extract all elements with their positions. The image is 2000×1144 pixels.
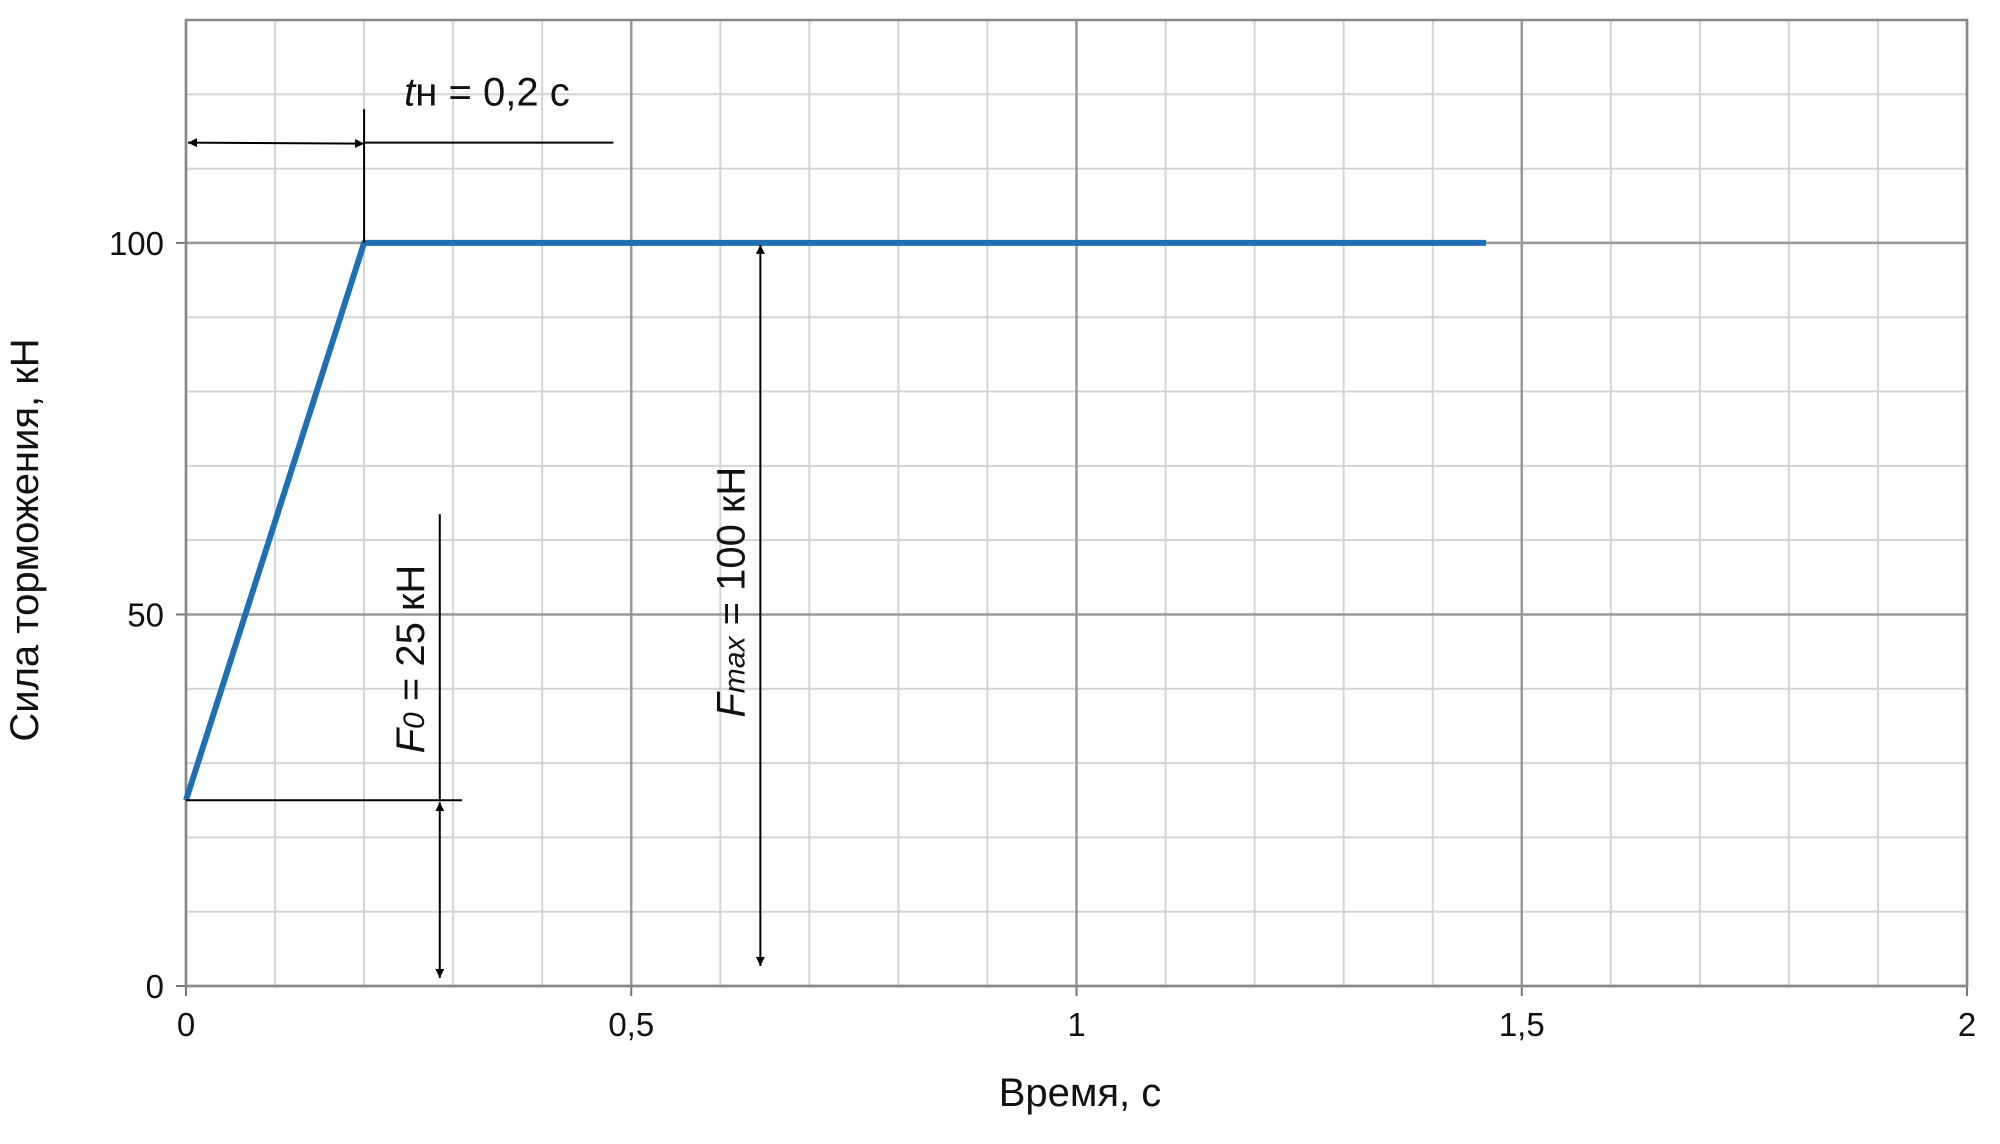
x-tick-label: 1,5 (1499, 1006, 1545, 1043)
annotation-part: F (709, 691, 753, 718)
x-axis-title: Время, с (999, 1071, 1162, 1115)
y-tick-label: 0 (146, 968, 164, 1005)
y-axis-title: Сила торможения, кН (3, 338, 47, 741)
annotation-part: = 100 кН (709, 467, 753, 637)
annotation-part: F (389, 726, 433, 753)
data-line (183, 239, 1487, 802)
y-tick-label: 100 (109, 225, 164, 262)
annotation: F0 = 25 кН (389, 565, 433, 754)
annotation-part: t (404, 70, 417, 114)
y-tick-label: 50 (127, 596, 164, 633)
annotation: Fmax = 100 кН (709, 467, 753, 718)
annotation-part: н = 0,2 с (415, 70, 569, 114)
grid: 0 0,5 1 1,5 2 0 50 100 (109, 18, 1976, 1043)
dimension-line (187, 138, 365, 149)
annotation: tн = 0,2 с (404, 70, 570, 114)
plot: tн = 0,2 сF0 = 25 кН Fmax = 100 кН (183, 70, 1487, 978)
annotation-part: = 25 кН (389, 565, 433, 713)
plot-frame (184, 18, 1969, 988)
x-tick-label: 0 (177, 1006, 195, 1043)
x-tick-label: 2 (1958, 1006, 1976, 1043)
annotation-part: 0 (398, 712, 431, 729)
x-tick-label: 1 (1067, 1006, 1085, 1043)
x-tick-label: 0,5 (608, 1006, 654, 1043)
annotation-part: max (718, 636, 751, 694)
